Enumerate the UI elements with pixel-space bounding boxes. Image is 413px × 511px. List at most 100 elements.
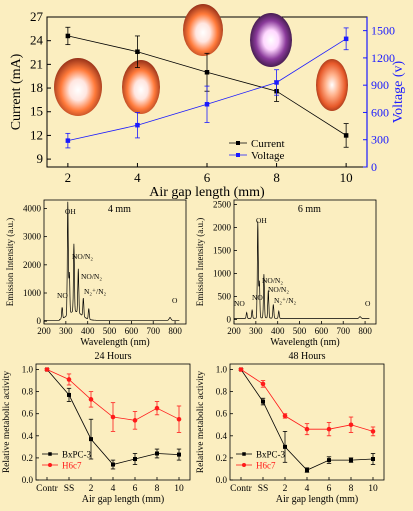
series-point <box>371 457 375 462</box>
x-tick-label: 700 <box>336 326 350 336</box>
panel-title: 24 Hours <box>95 351 132 362</box>
x-tick-label: 600 <box>315 326 329 336</box>
spectrum-4mm-chart: 200 300 400 500 600 700 800 0 1000 2000 3000 4000 Wa… <box>5 199 187 348</box>
x-tick-label: 8 <box>273 170 280 185</box>
right-tick-label: 0 <box>371 160 377 174</box>
series-line <box>240 369 374 432</box>
series-point <box>154 405 160 411</box>
series-point <box>348 422 354 428</box>
legend-marker <box>48 463 52 467</box>
y-tick-label: 1000 <box>23 288 42 298</box>
x-tick-label: 10 <box>174 484 184 494</box>
peak-label: NO <box>234 299 245 308</box>
x-tick-label: 500 <box>103 326 117 336</box>
peak-label: NO/N₂ <box>81 272 102 281</box>
y-tick-label: 1.0 <box>216 365 228 375</box>
x-tick-label: 700 <box>146 326 160 336</box>
voltage-point <box>274 80 279 85</box>
spectrum-line <box>44 201 180 321</box>
spectrum-6mm-chart: 200 300 400 500 600 700 800 0 500 1000 1500 2000 250… <box>195 199 377 348</box>
y-tick-label: 0 <box>37 316 42 326</box>
legend-marker <box>242 463 246 467</box>
voltage-point <box>135 122 140 128</box>
x-tick-label: 6 <box>133 484 138 494</box>
x-tick-label: 4 <box>111 484 116 494</box>
y-axis-title: Emission Intensity (a.u.) <box>5 218 15 307</box>
x-tick-label: 4 <box>134 170 141 185</box>
current-point <box>204 70 210 75</box>
y-tick-label: 2000 <box>213 223 232 233</box>
series-point <box>238 367 244 372</box>
peak-label: NO/N₂ <box>72 252 93 261</box>
plasma-photo-inset <box>54 58 102 116</box>
peak-label: NO <box>252 293 263 302</box>
x-tick-label: Contr <box>230 484 252 494</box>
spectrum-line <box>234 221 370 319</box>
right-tick-label: 300 <box>371 133 389 147</box>
legend-label: BxPC-3 <box>256 450 286 460</box>
x-axis-title: Wavelength (nm) <box>80 337 149 348</box>
y-tick-label: 0.4 <box>22 431 34 441</box>
x-tick-label: 10 <box>368 484 378 494</box>
voltage-point <box>343 36 349 42</box>
legend-label: Voltage <box>251 150 285 162</box>
left-tick-label: 9 <box>37 151 44 166</box>
y-tick-label: 0.8 <box>216 387 228 397</box>
legend-label: H6c7 <box>62 461 82 471</box>
series-point <box>88 397 94 402</box>
series-point <box>132 418 138 423</box>
current-point <box>135 49 140 54</box>
panel-title: 48 Hours <box>289 351 326 362</box>
y-tick-label: 0.6 <box>216 409 228 419</box>
y-tick-label: 4000 <box>23 203 42 213</box>
plot-frame <box>233 199 377 325</box>
right-axis-title: Voltage (v) <box>391 60 406 123</box>
activity-24h-chart: 0.0 0.2 0.4 0.6 0.8 1.0 Contr SS 2 4 6 8 10 Air gap l… <box>2 351 191 505</box>
peak-label: O <box>172 296 178 305</box>
plasma-photo-inset <box>316 59 348 111</box>
series-point <box>260 381 266 387</box>
x-tick-label: 400 <box>81 326 95 336</box>
legend-label: BxPC-3 <box>62 450 92 460</box>
y-tick-label: 1.0 <box>22 365 34 375</box>
series-point <box>261 399 265 404</box>
y-axis-title: Relative metabolic activity <box>196 371 206 474</box>
plasma-photo-inset <box>250 13 292 67</box>
x-axis-title: Wavelength (nm) <box>270 337 339 348</box>
series-point <box>283 444 287 449</box>
series-point <box>370 429 376 434</box>
plasma-photo-inset <box>122 60 160 114</box>
x-tick-label: 10 <box>340 170 353 185</box>
series-point <box>67 392 71 397</box>
series-point <box>133 457 137 462</box>
x-tick-label: 300 <box>249 326 263 336</box>
legend-marker <box>236 153 240 157</box>
legend-label: Current <box>251 138 285 150</box>
x-tick-label: 6 <box>204 170 211 185</box>
y-axis-title: Emission Intensity (a.u.) <box>195 218 205 307</box>
peak-label: OH <box>65 207 76 216</box>
left-tick-label: 27 <box>30 9 44 24</box>
series-point <box>66 377 72 382</box>
x-tick-label: Contr <box>36 484 58 494</box>
y-tick-label: 1000 <box>213 268 232 278</box>
peak-label: OH <box>256 216 267 225</box>
y-tick-label: 500 <box>218 291 232 301</box>
series-point <box>44 367 50 372</box>
y-tick-label: 0.4 <box>216 431 228 441</box>
voltage-point <box>204 102 210 107</box>
series-point <box>177 452 181 457</box>
x-tick-label: 2 <box>65 170 72 185</box>
x-axis-title: Air gap length (mm) <box>276 494 358 505</box>
series-point <box>110 414 116 420</box>
plasma-photo-inset <box>183 4 223 56</box>
peak-label: O <box>365 299 371 308</box>
activity-48h-chart: 0.0 0.2 0.4 0.6 0.8 1.0 Contr SS 2 4 6 8 10 Air gap l… <box>196 351 385 505</box>
right-tick-label: 600 <box>371 105 389 119</box>
x-tick-label: 200 <box>37 326 51 336</box>
y-tick-label: 0.0 <box>22 475 34 485</box>
series-point <box>282 413 288 419</box>
x-tick-label: 500 <box>293 326 307 336</box>
series-point <box>305 468 309 473</box>
